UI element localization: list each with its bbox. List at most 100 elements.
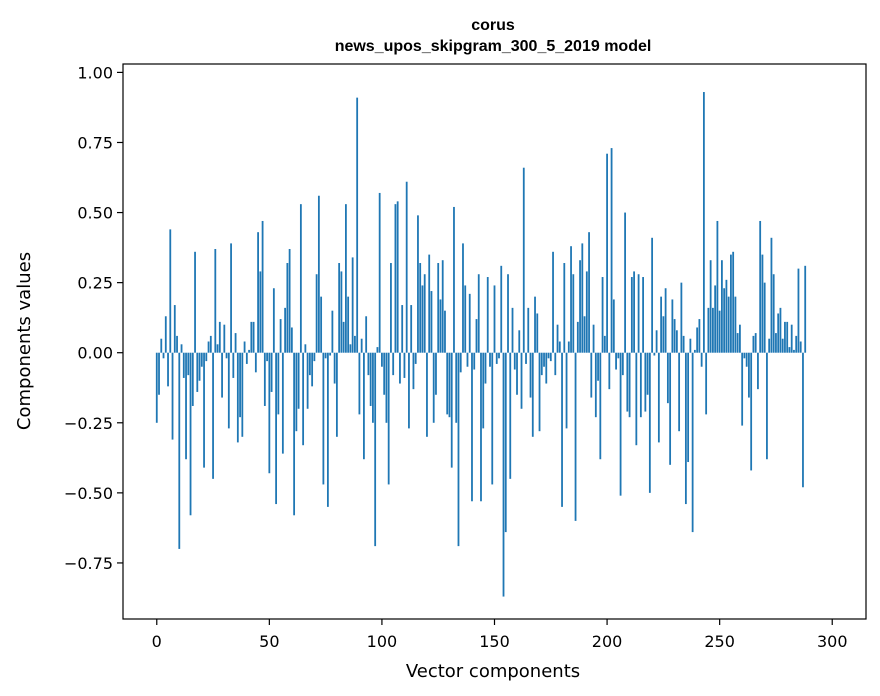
bar-89 <box>356 97 359 353</box>
bar-174 <box>547 352 550 359</box>
bar-276 <box>777 313 780 353</box>
bar-232 <box>678 352 681 432</box>
bar-212 <box>633 271 635 353</box>
bar-109 <box>401 305 404 353</box>
bar-98 <box>376 347 379 353</box>
bar-249 <box>716 220 719 353</box>
bar-149 <box>491 352 494 485</box>
bar-71 <box>315 274 318 353</box>
bar-288 <box>804 265 807 353</box>
bar-36 <box>236 352 239 443</box>
bar-20 <box>200 352 203 367</box>
bar-136 <box>462 243 464 353</box>
bar-169 <box>536 313 539 353</box>
bar-172 <box>543 352 545 367</box>
bar-281 <box>788 347 791 353</box>
bar-117 <box>419 263 422 353</box>
bar-182 <box>565 352 568 429</box>
bar-197 <box>599 352 602 460</box>
bar-267 <box>757 352 759 390</box>
bar-100 <box>381 352 383 367</box>
bar-204 <box>615 352 617 370</box>
bar-210 <box>628 352 631 418</box>
bar-33 <box>230 243 232 353</box>
bar-31 <box>225 352 228 359</box>
bar-7 <box>171 352 174 440</box>
bar-67 <box>306 352 309 409</box>
bar-138 <box>466 352 469 367</box>
bar-65 <box>302 352 305 446</box>
bar-34 <box>232 352 235 378</box>
bar-262 <box>745 352 748 367</box>
bar-230 <box>673 319 676 353</box>
bar-260 <box>741 352 744 426</box>
bar-108 <box>399 352 401 384</box>
bar-116 <box>417 215 419 353</box>
bar-70 <box>313 352 316 362</box>
bar-144 <box>480 352 482 502</box>
bar-152 <box>498 352 500 359</box>
bar-244 <box>705 352 708 415</box>
bar-42 <box>250 321 253 353</box>
bar-95 <box>369 352 372 406</box>
bar-115 <box>414 352 417 364</box>
bar-176 <box>552 251 554 353</box>
bar-148 <box>489 352 491 367</box>
bar-139 <box>468 293 471 353</box>
bar-88 <box>354 335 356 353</box>
bar-57 <box>284 307 287 353</box>
y-axis-label: Components values <box>14 252 35 430</box>
bar-43 <box>252 321 255 353</box>
bar-84 <box>345 204 347 353</box>
bar-171 <box>540 352 543 376</box>
bar-82 <box>340 271 343 353</box>
bar-53 <box>275 352 277 505</box>
bar-63 <box>297 352 300 409</box>
bar-29 <box>221 352 223 398</box>
bar-242 <box>700 352 703 367</box>
bar-143 <box>477 274 480 353</box>
bar-203 <box>612 299 615 353</box>
bar-186 <box>574 352 577 521</box>
bar-219 <box>648 352 651 493</box>
bar-234 <box>682 335 685 353</box>
bar-69 <box>311 352 314 387</box>
bar-125 <box>437 263 440 353</box>
bar-247 <box>712 307 714 353</box>
bar-101 <box>383 352 386 395</box>
x-tick-label-300: 300 <box>817 632 848 651</box>
bar-37 <box>239 352 241 418</box>
bar-198 <box>601 277 604 353</box>
bar-184 <box>570 246 572 353</box>
bar-124 <box>435 352 437 395</box>
bar-259 <box>739 324 741 353</box>
bar-285 <box>797 268 800 353</box>
bar-272 <box>768 338 771 353</box>
bar-102 <box>385 352 388 423</box>
bar-30 <box>223 324 226 353</box>
bar-274 <box>772 274 775 353</box>
bar-107 <box>396 201 399 353</box>
bar-75 <box>324 352 327 359</box>
bar-250 <box>718 310 721 353</box>
bar-154 <box>502 352 505 597</box>
bar-54 <box>277 352 280 415</box>
bar-19 <box>198 352 201 381</box>
x-axis: 0 50 100 150 200 250 300 <box>152 619 848 651</box>
bar-145 <box>482 352 485 429</box>
bar-74 <box>322 352 325 485</box>
bar-196 <box>597 352 599 381</box>
bar-48 <box>263 352 266 406</box>
bar-80 <box>335 352 338 437</box>
bar-165 <box>527 307 530 353</box>
y-axis: −0.75 −0.50 −0.25 0.00 0.25 0.50 0.75 1.00 <box>64 63 123 573</box>
bar-236 <box>687 352 690 463</box>
bar-76 <box>326 352 329 507</box>
chart-title-line-2: news_upos_skipgram_300_5_2019 model <box>335 38 652 55</box>
bar-94 <box>367 352 370 376</box>
bar-28 <box>218 321 221 353</box>
bar-287 <box>802 352 804 488</box>
bar-188 <box>579 260 581 353</box>
bar-111 <box>405 181 408 353</box>
x-tick-label-0: 0 <box>152 632 162 651</box>
